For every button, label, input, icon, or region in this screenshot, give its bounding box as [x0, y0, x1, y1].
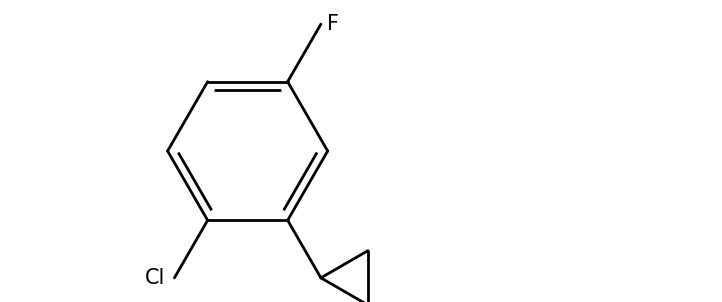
Text: F: F	[327, 14, 339, 34]
Text: Cl: Cl	[145, 268, 165, 288]
